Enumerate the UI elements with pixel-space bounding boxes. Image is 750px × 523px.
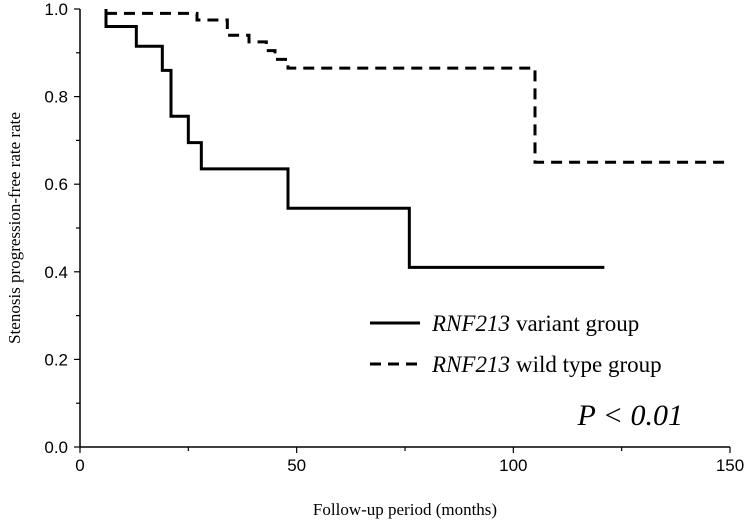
p-value-annotation: P < 0.01 bbox=[576, 399, 683, 432]
x-tick-label: 50 bbox=[287, 456, 306, 475]
legend-label-wildtype: RNF213 wild type group bbox=[431, 352, 662, 377]
axes bbox=[79, 9, 730, 448]
series-line-variant bbox=[104, 9, 605, 269]
series-layer bbox=[104, 9, 730, 269]
legend: RNF213 variant group RNF213 wild type grou… bbox=[370, 311, 662, 377]
series-line-wildtype bbox=[106, 11, 730, 164]
x-tick-label: 100 bbox=[499, 456, 527, 475]
legend-suffix-variant: variant group bbox=[516, 311, 639, 336]
x-tick-label: 150 bbox=[716, 456, 744, 475]
y-tick-label: 0.6 bbox=[44, 175, 68, 194]
y-tick-label: 0.0 bbox=[44, 438, 68, 457]
legend-gene-wildtype: RNF213 bbox=[431, 352, 510, 377]
y-tick-label: 1.0 bbox=[44, 0, 68, 19]
y-tick-label: 0.4 bbox=[44, 263, 68, 282]
legend-label-variant: RNF213 variant group bbox=[431, 311, 639, 336]
y-tick-label: 0.2 bbox=[44, 350, 68, 369]
x-tick-label: 0 bbox=[75, 456, 84, 475]
ticks: 0 50 100 150 0.0 0.2 0.4 0.6 0.8 1.0 bbox=[44, 0, 744, 475]
legend-gene-variant: RNF213 bbox=[431, 311, 510, 336]
x-axis-title: Follow-up period (months) bbox=[313, 500, 497, 519]
y-axis-title: Stenosis progression-free rate rate bbox=[5, 112, 24, 344]
legend-suffix-wildtype: wild type group bbox=[516, 352, 662, 377]
y-tick-label: 0.8 bbox=[44, 88, 68, 107]
